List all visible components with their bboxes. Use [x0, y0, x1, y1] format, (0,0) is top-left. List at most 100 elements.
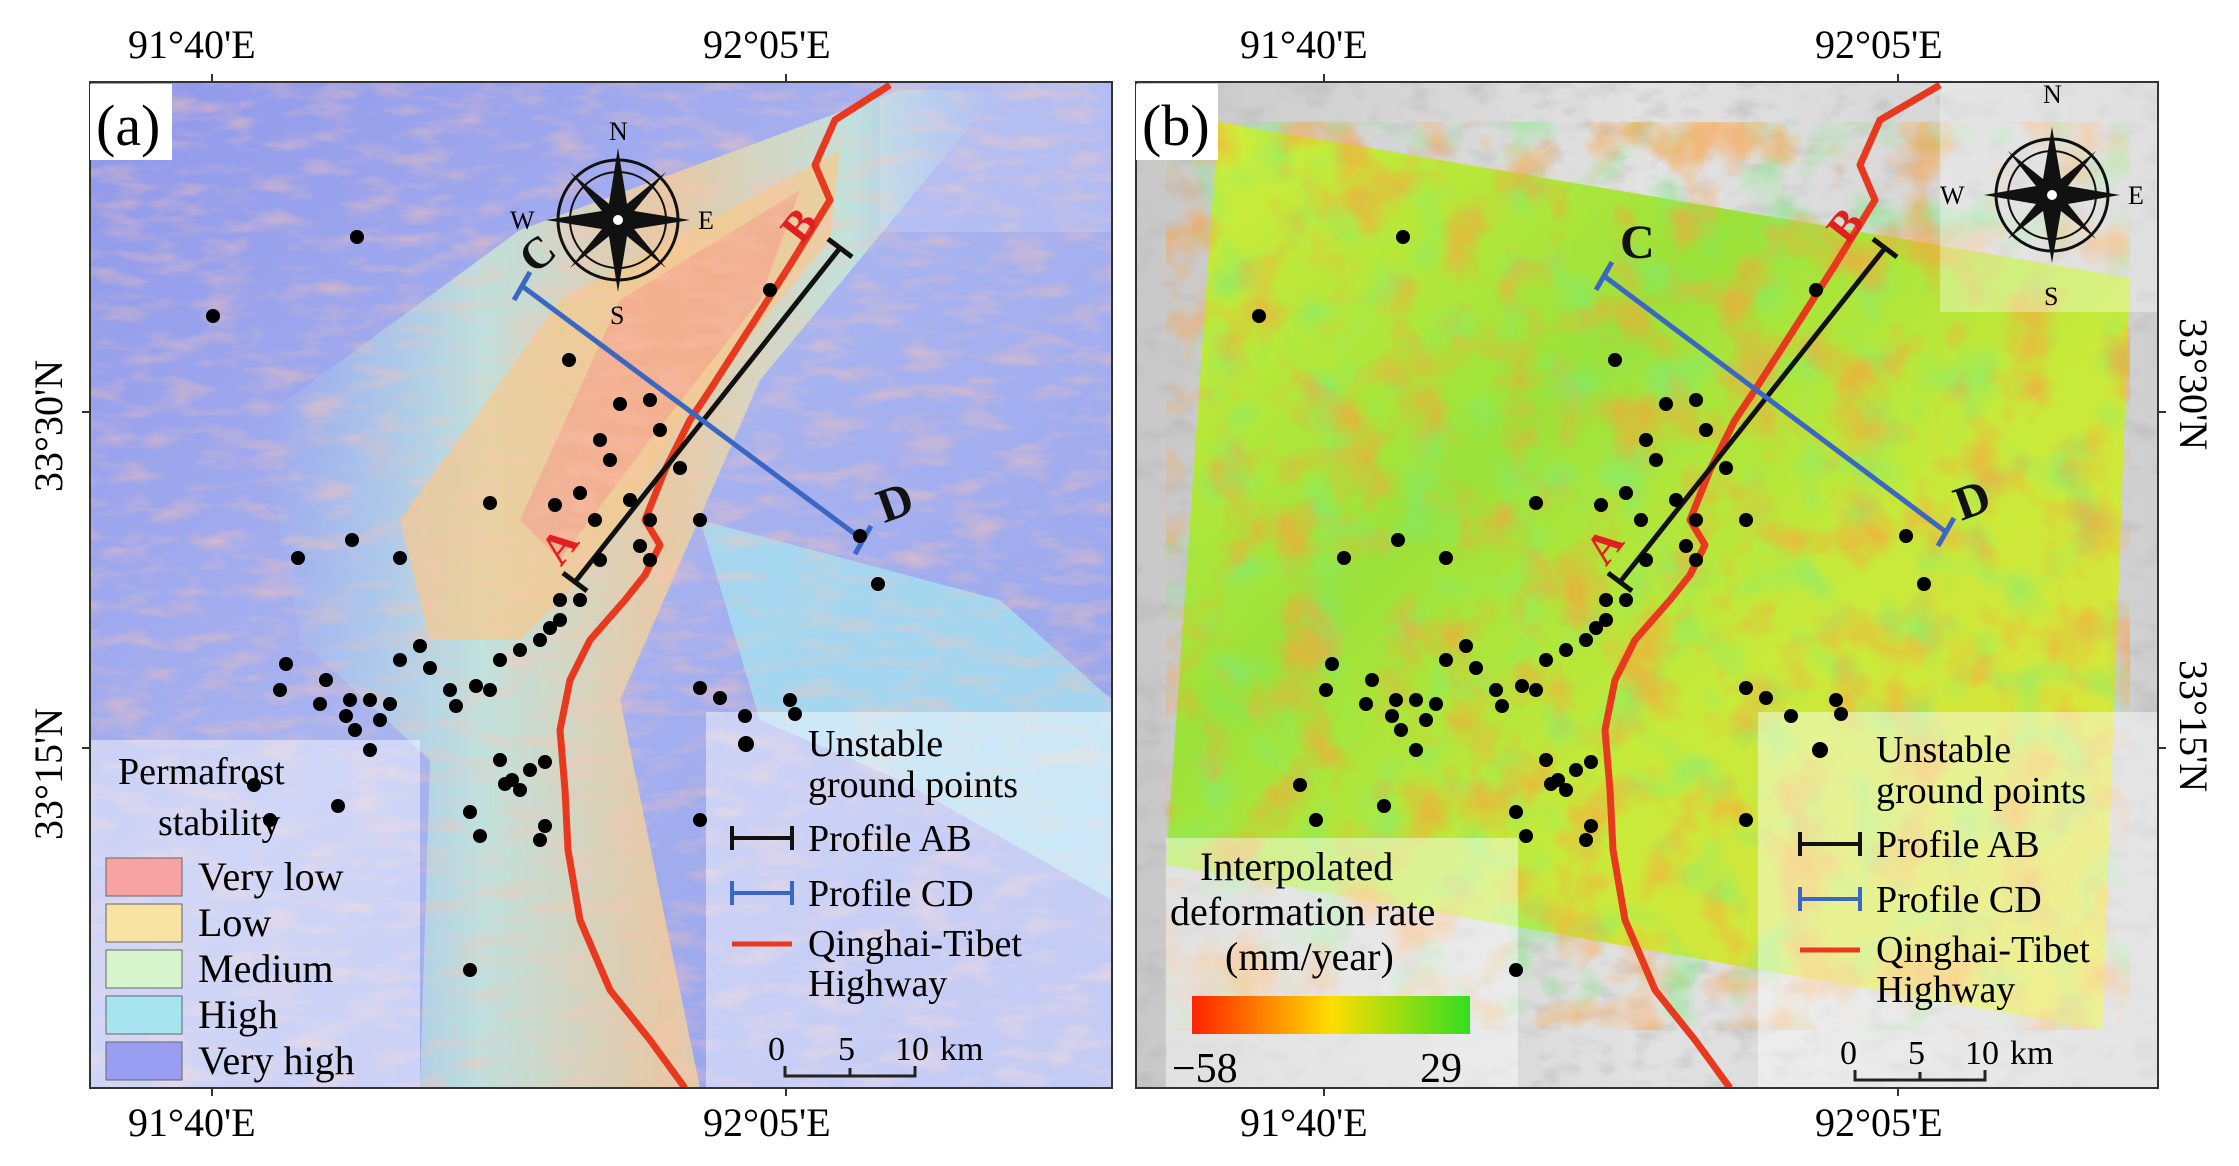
compass-rose-b: N S E W [1940, 80, 2144, 311]
unstable-point [1325, 657, 1339, 671]
axis-lon-right-top: 92°05'E [703, 22, 831, 67]
unstable-point [643, 393, 657, 407]
stability-label-1: Very low [198, 854, 344, 899]
unstable-point [553, 593, 567, 607]
scale-tick-10-b: 10 [1965, 1035, 1999, 1072]
scale-bar-a: 0 5 10 km [768, 1031, 983, 1078]
axis-lon-right-top-b: 92°05'E [1815, 22, 1943, 67]
unstable-point [538, 819, 552, 833]
compass-e: E [698, 206, 714, 235]
unstable-point [1459, 639, 1473, 653]
unstable-point [1396, 230, 1410, 244]
unstable-point [1359, 697, 1373, 711]
axis-lat-top-b: 33°30'N [2171, 318, 2216, 450]
unstable-point [673, 461, 687, 475]
unstable-point [653, 423, 667, 437]
unstable-point [573, 486, 587, 500]
map-legend-a: Unstable ground points Profile AB Profil… [730, 723, 1022, 1005]
unstable-point [393, 653, 407, 667]
unstable-point [493, 753, 507, 767]
unstable-points-a [206, 230, 885, 977]
unstable-point [1529, 496, 1543, 510]
unstable-point [1639, 433, 1653, 447]
unstable-point [469, 679, 483, 693]
unstable-point [319, 673, 333, 687]
unstable-point [1495, 699, 1509, 713]
unstable-point [613, 397, 627, 411]
unstable-point [1584, 819, 1598, 833]
legend-points-line2: ground points [808, 764, 1018, 806]
colorbar [1192, 996, 1470, 1034]
unstable-point [1389, 693, 1403, 707]
unstable-point [1739, 681, 1753, 695]
unstable-point [393, 551, 407, 565]
unstable-point [1409, 743, 1423, 757]
compass-e-b: E [2128, 181, 2144, 210]
unstable-point [693, 813, 707, 827]
deformation-red-texture [1166, 122, 2130, 1030]
compass-w: W [510, 206, 535, 235]
unstable-point [443, 683, 457, 697]
legend-points-line1-b: Unstable [1876, 729, 2011, 771]
stability-swatch-5 [105, 1041, 183, 1081]
axis-lat-bottom: 33°15'N [26, 708, 71, 840]
legend-profile-cd: Profile CD [808, 873, 974, 915]
unstable-point [533, 833, 547, 847]
scale-unit-b: km [2010, 1035, 2053, 1072]
stability-swatch-3 [105, 949, 183, 989]
stability-swatch-2 [105, 903, 183, 943]
unstable-point [1579, 833, 1593, 847]
unstable-point [363, 693, 377, 707]
unstable-point [533, 633, 547, 647]
axis-lat-top: 33°30'N [26, 360, 71, 492]
unstable-point [363, 743, 377, 757]
panel-b-frame [1135, 81, 2159, 1089]
unstable-point [1515, 679, 1529, 693]
unstable-point [1419, 713, 1433, 727]
unstable-point [1834, 707, 1848, 721]
scale-tick-5: 5 [838, 1031, 855, 1068]
unstable-point [1377, 799, 1391, 813]
unstable-point [543, 621, 557, 635]
unstable-point [593, 433, 607, 447]
legend-points-line2-b: ground points [1876, 770, 2086, 812]
axis-lat-bottom-b: 33°15'N [2171, 660, 2216, 792]
stability-swatch-1 [105, 857, 183, 897]
unstable-point [339, 709, 353, 723]
unstable-points-b [1252, 230, 1931, 977]
colorbar-title-line1: Interpolated [1200, 844, 1393, 889]
unstable-point [1559, 783, 1573, 797]
unstable-point [573, 593, 587, 607]
profile-ab [561, 237, 854, 593]
compass-rose-a: N S E W [510, 117, 714, 330]
unstable-point [463, 963, 477, 977]
stability-title-line2: stability [158, 802, 280, 844]
compass-n-b: N [2043, 80, 2062, 109]
unstable-point [473, 829, 487, 843]
unstable-point [562, 353, 576, 367]
unstable-point [1252, 309, 1266, 323]
unstable-point [350, 230, 364, 244]
axis-lon-right-bottom-b: 92°05'E [1815, 1100, 1943, 1145]
stability-title-line1: Permafrost [118, 751, 285, 793]
unstable-point [763, 283, 777, 297]
scale-tick-10: 10 [895, 1031, 929, 1068]
scale-tick-0-b: 0 [1840, 1035, 1857, 1072]
unstable-point [871, 577, 885, 591]
unstable-point [1719, 461, 1733, 475]
unstable-point [1293, 778, 1307, 792]
unstable-point [331, 799, 345, 813]
unstable-point [1589, 621, 1603, 635]
unstable-point [603, 453, 617, 467]
unstable-point [345, 533, 359, 547]
unstable-point [693, 513, 707, 527]
unstable-point [1917, 577, 1931, 591]
unstable-point [538, 755, 552, 769]
profile-cd-b [1593, 260, 1957, 548]
unstable-point [1599, 613, 1613, 627]
unstable-point [1619, 593, 1633, 607]
colorbar-min: −58 [1172, 1046, 1238, 1092]
unstable-point [513, 643, 527, 657]
unstable-point [523, 763, 537, 777]
